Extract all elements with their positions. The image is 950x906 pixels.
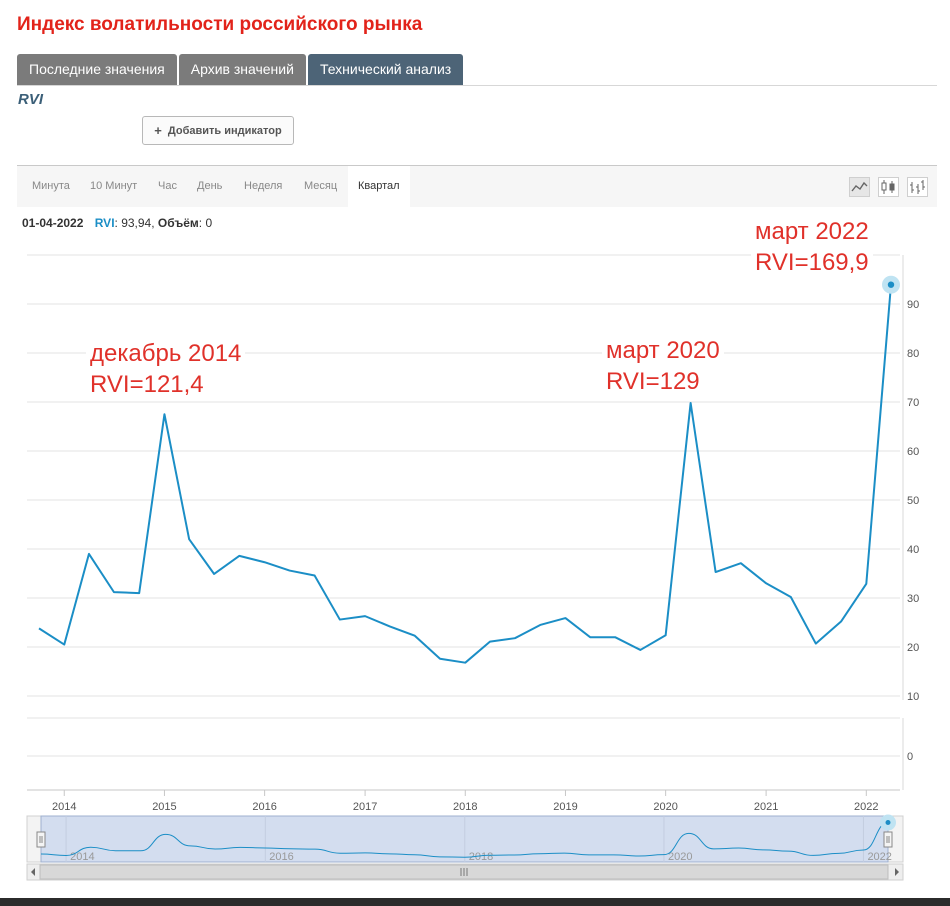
tab-archive[interactable]: Архив значений	[178, 54, 306, 85]
page-title: Индекс волатильности российского рынка	[17, 14, 423, 35]
last-point-marker	[887, 281, 895, 288]
period-week[interactable]: Неделя	[244, 180, 283, 192]
tab-technical-analysis[interactable]: Технический анализ	[307, 54, 464, 85]
period-hour[interactable]: Час	[158, 180, 177, 192]
x-tick-label: 2017	[353, 801, 377, 813]
x-tick-label: 2016	[252, 801, 276, 813]
navigator-scrollbar[interactable]	[26, 863, 904, 881]
tab-bar: Последние значения Архив значений Технич…	[17, 54, 465, 85]
annotation-mar-2020: март 2020 RVI=129	[602, 335, 724, 397]
navigator-left-handle-box	[36, 831, 46, 848]
y-tick-label: 30	[907, 593, 919, 605]
annotation-dec-2014-line1: декабрь 2014	[90, 340, 242, 367]
annotation-dec-2014-line2: RVI=121,4	[90, 371, 204, 398]
navigator-tick-label: 2020	[668, 851, 692, 863]
readout-volume: : 0	[198, 216, 213, 230]
period-10-minutes[interactable]: 10 Минут	[90, 180, 138, 192]
navigator-right-handle[interactable]	[883, 831, 893, 848]
annotation-mar-2022: март 2022 RVI=169,9	[751, 216, 873, 278]
period-minute[interactable]: Минута	[32, 180, 70, 192]
annotation-mar-2020-line1: март 2020	[606, 337, 720, 364]
readout-volume-label: Объём	[157, 216, 199, 230]
y-tick-label: 40	[907, 544, 919, 556]
navigator-tick-label: 2014	[70, 851, 94, 863]
period-day[interactable]: День	[197, 180, 223, 192]
page-bottom-bar	[0, 898, 950, 906]
x-tick-label: 2021	[754, 801, 778, 813]
y-tick-label: 70	[907, 397, 919, 409]
period-toolbar: Минута 10 Минут Час День Неделя Месяц Кв…	[17, 165, 937, 207]
y-tick-label: 60	[907, 446, 919, 458]
navigator-tick-label: 2016	[269, 851, 293, 863]
tab-latest-values[interactable]: Последние значения	[17, 54, 177, 85]
period-quarter[interactable]: Квартал	[348, 166, 410, 207]
navigator-right-handle-box	[883, 831, 893, 848]
period-month[interactable]: Месяц	[304, 180, 338, 192]
plus-icon: +	[154, 123, 162, 138]
x-tick-label: 2015	[152, 801, 176, 813]
y-tick-label: 10	[907, 691, 919, 703]
line-chart-icon[interactable]	[849, 177, 870, 197]
x-tick-label: 2022	[854, 801, 878, 813]
navigator-left-handle[interactable]	[36, 831, 46, 848]
scroll-right-arrow-icon	[895, 868, 899, 876]
annotation-mar-2020-line2: RVI=129	[606, 368, 700, 395]
annotation-dec-2014: декабрь 2014 RVI=121,4	[86, 338, 246, 400]
x-tick-label: 2018	[453, 801, 477, 813]
y-tick-label: 90	[907, 299, 919, 311]
readout-series: RVI	[94, 216, 115, 230]
candlestick-icon[interactable]	[878, 177, 899, 197]
scroll-left-arrow-icon	[31, 868, 35, 876]
instrument-label: RVI	[18, 91, 44, 108]
navigator-last-marker	[885, 819, 891, 825]
annotation-mar-2022-line1: март 2022	[755, 218, 869, 245]
annotation-mar-2022-line2: RVI=169,9	[755, 249, 869, 276]
x-tick-label: 2020	[653, 801, 677, 813]
ohlc-bars-icon[interactable]	[907, 177, 928, 197]
volume-y-tick-label: 0	[907, 751, 913, 763]
data-readout: 01-04-2022 RVI: 93,94, Объём: 0	[22, 216, 212, 230]
navigator-tick-label: 2022	[867, 851, 891, 863]
navigator-tick-label: 2018	[469, 851, 493, 863]
x-tick-label: 2014	[52, 801, 76, 813]
y-tick-label: 20	[907, 642, 919, 654]
readout-value: : 93,94,	[114, 216, 155, 230]
series-line-rvi	[38, 284, 892, 664]
x-tick-label: 2019	[553, 801, 577, 813]
readout-date: 01-04-2022	[22, 216, 84, 230]
y-tick-label: 80	[907, 348, 919, 360]
add-indicator-label: Добавить индикатор	[167, 124, 282, 137]
tabs-divider	[17, 85, 937, 86]
y-tick-label: 50	[907, 495, 919, 507]
add-indicator-button[interactable]: + Добавить индикатор	[142, 116, 294, 145]
navigator-series-line	[40, 821, 889, 858]
